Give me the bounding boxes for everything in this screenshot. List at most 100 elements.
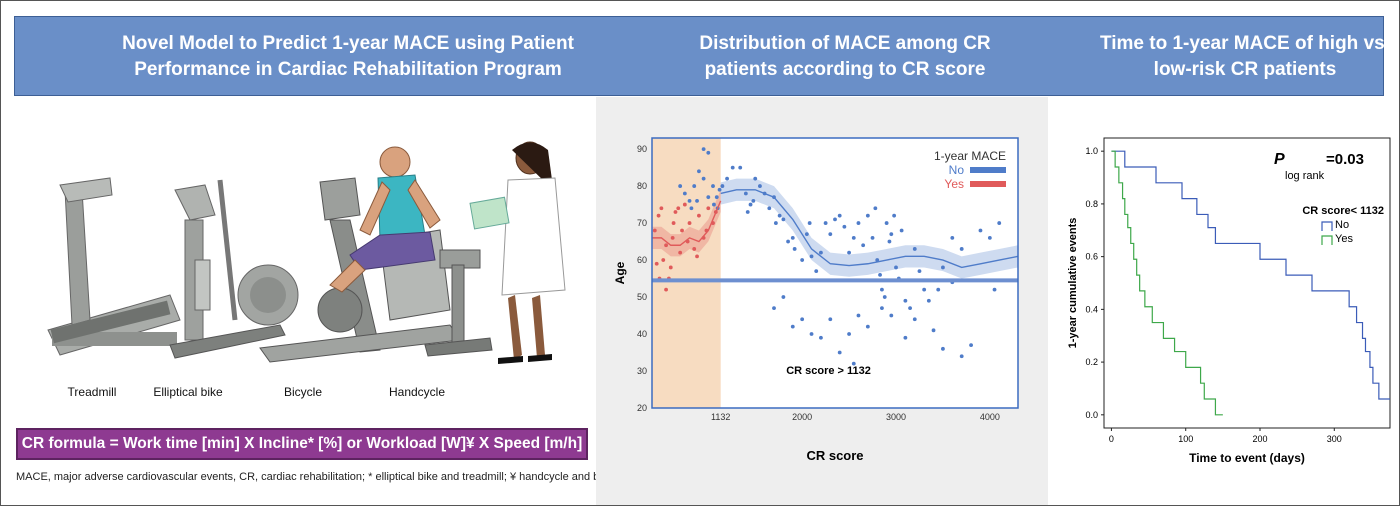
data-point-no xyxy=(720,184,725,188)
data-point-no xyxy=(856,313,861,318)
data-point-no xyxy=(751,198,756,203)
data-point-no xyxy=(689,206,694,211)
y-tick-label: 20 xyxy=(637,403,647,413)
data-point-no xyxy=(738,165,743,170)
data-point-no xyxy=(889,313,894,318)
equipment-illustration xyxy=(47,141,566,364)
doctor-figure xyxy=(469,141,566,364)
data-point-no xyxy=(781,217,786,222)
data-point-no xyxy=(865,213,870,218)
data-point-no xyxy=(837,350,842,355)
y-tick-label: 80 xyxy=(637,181,647,191)
data-point-no xyxy=(804,232,809,237)
low-score-shade xyxy=(652,138,721,408)
legend-swatch-no xyxy=(970,167,1006,173)
data-point-no xyxy=(880,306,884,311)
cr-formula: CR formula = Work time [min] X Incline* … xyxy=(16,428,588,460)
data-point-no xyxy=(809,332,814,336)
data-point-no xyxy=(941,346,945,351)
data-point-no xyxy=(823,221,828,225)
p-value: =0.03 xyxy=(1326,151,1364,168)
data-point-no xyxy=(786,239,790,244)
y-tick-label: 0.6 xyxy=(1085,252,1098,262)
patient-figure xyxy=(329,146,441,293)
data-point-no xyxy=(758,184,762,188)
data-point-no xyxy=(892,213,897,218)
data-point-no xyxy=(781,295,786,299)
y-axis-label: Age xyxy=(613,261,627,284)
elliptical-illustration xyxy=(169,179,299,359)
treadmill-illustration xyxy=(47,177,181,356)
left-panel-title: Novel Model to Predict 1-year MACE using… xyxy=(122,33,574,80)
km-curve-no xyxy=(1111,150,1390,400)
data-point-no xyxy=(847,250,851,255)
legend-label-no: No xyxy=(1335,219,1349,231)
y-tick-label: 0.2 xyxy=(1085,357,1098,367)
data-point-no xyxy=(819,335,823,340)
data-point-no xyxy=(959,354,964,359)
plot-frame xyxy=(1103,137,1391,429)
data-point-no xyxy=(889,232,894,237)
data-point-no xyxy=(847,332,851,336)
y-tick-label: 0.4 xyxy=(1085,304,1098,314)
smooth-line-yes xyxy=(652,200,722,246)
x-tick-label: 100 xyxy=(1178,434,1193,444)
data-point-no xyxy=(807,221,812,225)
legend-swatch-no xyxy=(1321,221,1333,231)
data-point-yes xyxy=(668,265,673,270)
data-point-no xyxy=(837,213,842,218)
data-point-yes xyxy=(697,213,701,218)
data-point-no xyxy=(712,202,716,207)
scatter-chart: 20 30 40 50 60 70 80 90 1132 2000 3000 4000 CR score… xyxy=(613,137,1019,463)
middle-panel-title: Distribution of MACE among CR patients a… xyxy=(699,33,991,80)
y-tick-label: 1.0 xyxy=(1085,146,1098,156)
data-point-no xyxy=(767,206,772,211)
handcycle-label: Handcycle xyxy=(388,385,446,399)
data-point-no xyxy=(697,169,701,174)
km-curve-yes xyxy=(1111,150,1223,416)
data-point-yes xyxy=(678,250,683,255)
data-point-no xyxy=(912,317,917,322)
data-point-no xyxy=(936,287,941,292)
data-point-yes xyxy=(656,213,661,218)
legend-swatch-yes xyxy=(1321,235,1333,245)
data-point-no xyxy=(800,258,805,262)
threshold-annotation: CR score > 1132 xyxy=(786,365,871,377)
data-point-no xyxy=(873,206,878,211)
data-point-no xyxy=(814,269,819,274)
y-tick-label: 40 xyxy=(637,329,647,339)
data-point-no xyxy=(870,235,875,240)
data-point-no xyxy=(950,235,955,240)
data-point-no xyxy=(809,254,814,259)
x-tick-label: 300 xyxy=(1327,434,1342,444)
data-point-no xyxy=(842,224,847,229)
data-point-yes xyxy=(654,261,659,266)
data-point-no xyxy=(992,287,997,292)
legend-title: CR score< 1132 xyxy=(1302,205,1384,217)
data-point-yes xyxy=(692,247,697,251)
legend-label-yes: Yes xyxy=(944,177,964,191)
data-point-no xyxy=(743,191,748,196)
data-point-no xyxy=(922,287,927,292)
data-point-no xyxy=(687,198,692,203)
x-tick-label: 4000 xyxy=(980,412,1000,422)
data-point-no xyxy=(828,317,833,322)
data-point-no xyxy=(730,165,735,170)
data-point-no xyxy=(926,298,931,303)
data-point-no xyxy=(772,306,776,311)
data-point-no xyxy=(695,198,699,203)
plot-frame xyxy=(651,137,1019,409)
data-point-no xyxy=(851,361,856,366)
data-point-no xyxy=(931,328,936,333)
data-point-no xyxy=(917,269,922,274)
data-point-no xyxy=(790,324,795,329)
data-point-yes xyxy=(671,221,676,225)
data-point-no xyxy=(692,184,697,188)
data-point-no xyxy=(717,187,722,192)
data-point-no xyxy=(773,221,778,225)
data-point-no xyxy=(861,243,866,248)
x-axis-label: CR score xyxy=(806,448,863,463)
data-point-no xyxy=(828,232,833,237)
bicycle-label: Bicycle xyxy=(283,385,322,399)
data-point-no xyxy=(865,324,870,329)
